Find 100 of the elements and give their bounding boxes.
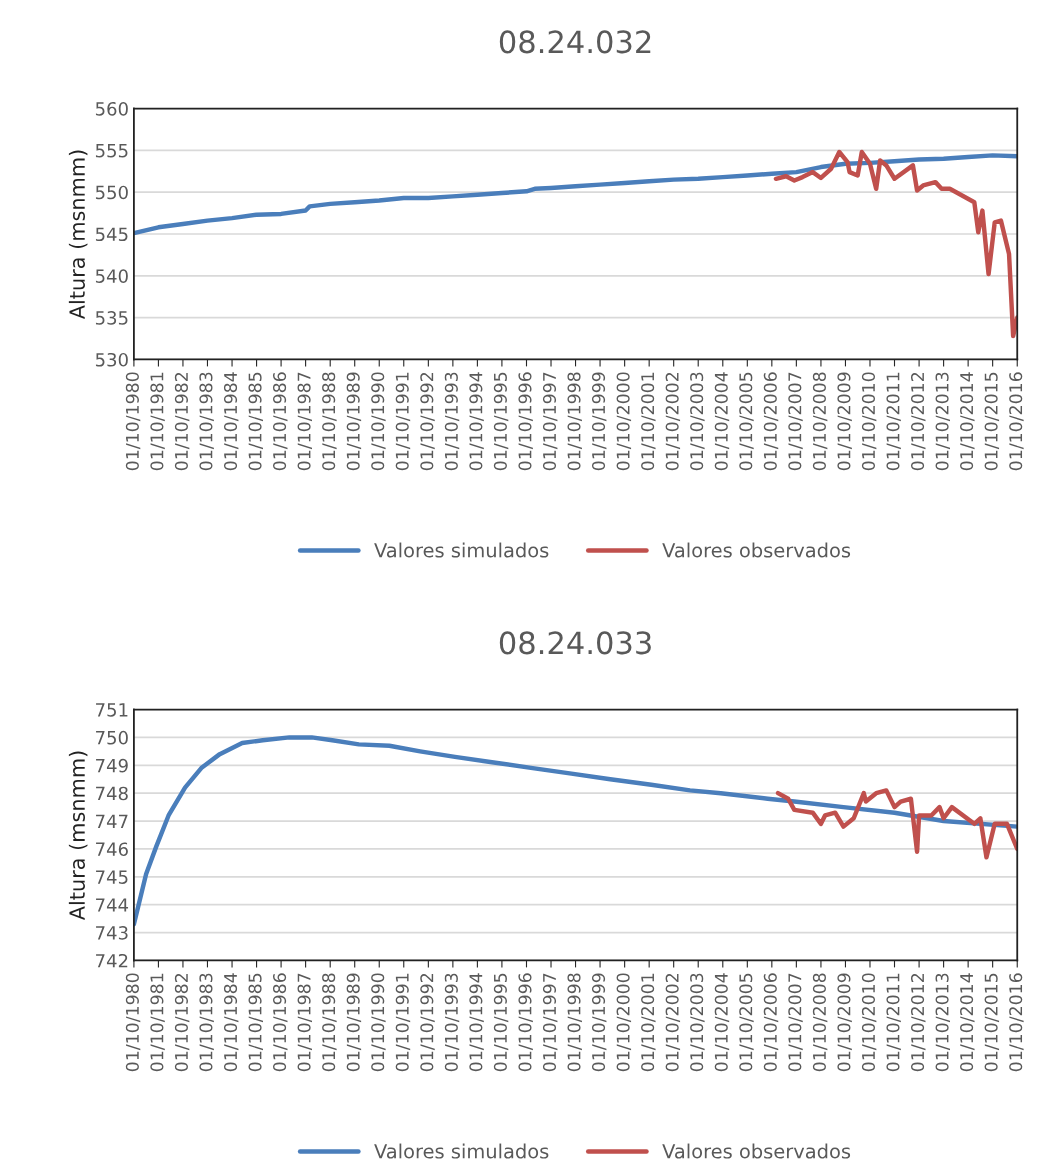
x-tick-label: 01/10/1993 xyxy=(444,372,460,471)
x-tick-label: 01/10/1985 xyxy=(248,973,263,1072)
x-tick-label: 01/10/1993 xyxy=(444,973,460,1072)
y-tick-label: 748 xyxy=(96,786,128,801)
x-tick-label: 01/10/2015 xyxy=(984,973,1000,1072)
x-tick-label: 01/10/1997 xyxy=(542,973,558,1072)
x-tick-label: 01/10/1986 xyxy=(273,973,288,1072)
x-tick-label: 01/10/2008 xyxy=(812,973,828,1072)
x-tick-label: 01/10/2005 xyxy=(739,372,754,471)
x-tick-label: 01/10/1994 xyxy=(469,372,484,471)
x-tick-label: 01/10/2012 xyxy=(911,372,926,471)
x-tick-label: 01/10/1988 xyxy=(322,372,337,471)
line-series xyxy=(773,149,1018,339)
x-tick-label: 01/10/1982 xyxy=(174,372,190,471)
y-tick-label: 743 xyxy=(96,926,128,940)
y-tick-label: 751 xyxy=(96,703,128,717)
x-tick-label: 01/10/1999 xyxy=(591,372,607,471)
x-tick-label: 01/10/1980 xyxy=(125,372,141,471)
legend-label: Valores simulados xyxy=(374,1143,549,1159)
y-tick-label: 749 xyxy=(96,758,128,773)
x-tick-label: 01/10/2011 xyxy=(886,973,901,1072)
y-tick-label: 750 xyxy=(96,730,128,745)
x-tick-label: 01/10/1990 xyxy=(371,372,386,471)
x-tick-label: 01/10/1995 xyxy=(493,372,509,471)
line-series xyxy=(775,788,1018,860)
x-tick-label: 01/10/1991 xyxy=(395,372,411,471)
x-tick-label: 01/10/2015 xyxy=(984,372,1000,471)
x-tick-label: 01/10/2010 xyxy=(861,973,877,1072)
chart-title: 08.24.032 xyxy=(499,30,651,54)
x-tick-label: 01/10/1989 xyxy=(346,372,362,471)
x-tick-label: 01/10/2005 xyxy=(739,973,754,1072)
x-tick-label: 01/10/2000 xyxy=(616,973,632,1072)
x-tick-label: 01/10/2004 xyxy=(714,372,730,471)
x-tick-label: 01/10/2007 xyxy=(788,372,803,471)
y-tick-label: 744 xyxy=(96,898,129,912)
y-tick-label: 550 xyxy=(95,185,128,200)
x-tick-label: 01/10/1994 xyxy=(469,973,484,1072)
x-tick-label: 01/10/2001 xyxy=(641,973,656,1072)
y-tick-label: 555 xyxy=(95,144,128,158)
x-tick-label: 01/10/2001 xyxy=(641,372,656,471)
x-tick-label: 01/10/1987 xyxy=(297,372,313,471)
line-series xyxy=(133,735,1018,927)
x-tick-label: 01/10/2012 xyxy=(911,973,926,1072)
x-tick-label: 01/10/2016 xyxy=(1009,372,1024,471)
x-tick-label: 01/10/1998 xyxy=(567,973,582,1072)
legend-label: Valores observados xyxy=(662,1143,851,1159)
x-tick-label: 01/10/1989 xyxy=(346,973,362,1072)
x-tick-label: 01/10/1992 xyxy=(420,973,435,1072)
x-tick-label: 01/10/1981 xyxy=(150,372,165,471)
x-tick-label: 01/10/1995 xyxy=(493,973,509,1072)
x-tick-label: 01/10/1985 xyxy=(248,372,263,471)
x-tick-label: 01/10/1999 xyxy=(591,973,607,1072)
y-tick-label: 742 xyxy=(96,953,128,968)
legend-label: Valores simulados xyxy=(374,542,549,558)
x-tick-label: 01/10/2010 xyxy=(861,372,877,471)
chart-title: 08.24.033 xyxy=(499,631,651,655)
x-tick-label: 01/10/2006 xyxy=(763,372,779,471)
x-tick-label: 01/10/1992 xyxy=(420,372,435,471)
x-tick-label: 01/10/2013 xyxy=(935,372,951,471)
y-tick-label: 746 xyxy=(96,842,128,857)
x-tick-label: 01/10/2009 xyxy=(837,973,852,1072)
x-tick-label: 01/10/1996 xyxy=(518,372,533,471)
y-tick-label: 560 xyxy=(95,101,128,116)
line-series xyxy=(133,153,1018,236)
x-tick-label: 01/10/2004 xyxy=(714,973,730,1072)
x-tick-label: 01/10/2002 xyxy=(665,973,681,1072)
x-tick-label: 01/10/1998 xyxy=(567,372,582,471)
x-tick-label: 01/10/1987 xyxy=(297,973,313,1072)
y-tick-label: 747 xyxy=(96,814,128,828)
legend-label: Valores observados xyxy=(662,542,851,558)
x-tick-label: 01/10/1986 xyxy=(273,372,288,471)
x-tick-label: 01/10/2014 xyxy=(960,372,975,471)
x-tick-label: 01/10/2003 xyxy=(690,372,705,471)
y-axis-title: Altura (msnmm) xyxy=(68,751,88,921)
x-tick-label: 01/10/1990 xyxy=(371,973,386,1072)
x-tick-label: 01/10/1980 xyxy=(125,973,141,1072)
x-tick-label: 01/10/1984 xyxy=(223,372,239,471)
x-tick-label: 01/10/2016 xyxy=(1009,973,1024,1072)
y-axis-title: Altura (msnmm) xyxy=(68,150,88,320)
x-tick-label: 01/10/1983 xyxy=(199,973,214,1072)
x-tick-label: 01/10/2003 xyxy=(690,973,705,1072)
x-tick-label: 01/10/2008 xyxy=(812,372,828,471)
x-tick-label: 01/10/1982 xyxy=(174,973,190,1072)
x-tick-label: 01/10/2011 xyxy=(886,372,901,471)
x-tick-label: 01/10/2014 xyxy=(960,973,975,1072)
x-tick-label: 01/10/1996 xyxy=(518,973,533,1072)
y-tick-label: 540 xyxy=(95,269,128,283)
x-tick-label: 01/10/2013 xyxy=(935,973,951,1072)
y-tick-label: 545 xyxy=(95,227,128,242)
y-tick-label: 745 xyxy=(96,870,128,884)
x-tick-label: 01/10/2007 xyxy=(788,973,803,1072)
y-tick-label: 530 xyxy=(95,352,128,367)
x-tick-label: 01/10/1984 xyxy=(223,973,239,1072)
x-tick-label: 01/10/1988 xyxy=(322,973,337,1072)
x-tick-label: 01/10/2006 xyxy=(763,973,779,1072)
x-tick-label: 01/10/2009 xyxy=(837,372,852,471)
x-tick-label: 01/10/2000 xyxy=(616,372,632,471)
x-tick-label: 01/10/1997 xyxy=(542,372,558,471)
x-tick-label: 01/10/2002 xyxy=(665,372,681,471)
x-tick-label: 01/10/1981 xyxy=(150,973,165,1072)
